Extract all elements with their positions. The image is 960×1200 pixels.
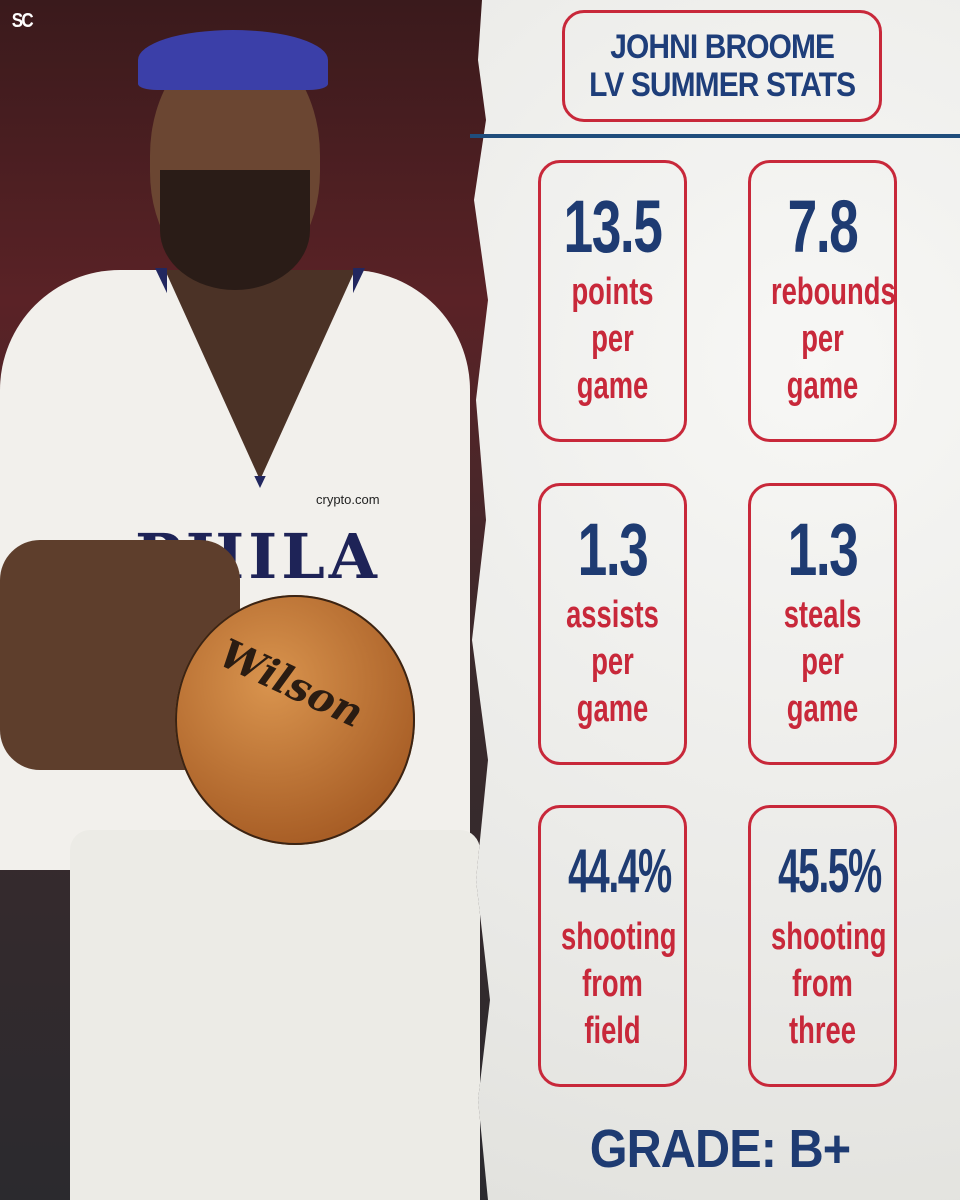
grade: GRADE: B+ (589, 1119, 851, 1179)
stat-card: 13.5 points per game (538, 160, 687, 442)
stat-card: 7.8 rebounds per game (748, 160, 897, 442)
sc-logo: SC (11, 10, 34, 32)
stat-card: 44.4% shooting from field (538, 805, 687, 1087)
stat-value: 44.4% (568, 837, 672, 906)
stat-label: points (571, 271, 654, 313)
stat-card: 1.3 steals per game (748, 483, 897, 765)
subtitle: LV SUMMER STATS (588, 66, 856, 104)
stat-label: steals (783, 594, 862, 636)
shorts (70, 830, 480, 1200)
sponsor-logo: crypto.com (316, 492, 380, 507)
stat-value: 13.5 (563, 185, 663, 268)
stat-label: three (789, 1010, 856, 1052)
basketball (175, 595, 415, 845)
stat-label: per (801, 641, 844, 683)
stat-card: 45.5% shooting from three (748, 805, 897, 1087)
stat-value: 1.3 (577, 508, 649, 591)
title-box: JOHNI BROOME LV SUMMER STATS (562, 10, 882, 122)
stat-label: per (591, 318, 634, 360)
player-photo: crypto.com PHILA Wilson SC (0, 0, 490, 1200)
stat-label: field (584, 1010, 641, 1052)
stat-label: from (792, 963, 853, 1005)
paper-background (470, 0, 960, 1200)
stat-label: game (786, 688, 859, 730)
stat-card: 1.3 assists per game (538, 483, 687, 765)
stat-label: shooting (561, 916, 677, 958)
stat-value: 1.3 (787, 508, 859, 591)
stat-label: assists (566, 594, 659, 636)
stat-label: rebounds (771, 271, 896, 313)
beard (160, 170, 310, 290)
player-name: JOHNI BROOME (610, 28, 835, 66)
divider (470, 134, 960, 138)
stat-value: 45.5% (778, 837, 882, 906)
stat-label: game (576, 365, 649, 407)
stat-label: per (801, 318, 844, 360)
stat-label: per (591, 641, 634, 683)
stat-value: 7.8 (787, 185, 859, 268)
headband (138, 30, 328, 90)
stat-label: game (576, 688, 649, 730)
stat-label: from (582, 963, 643, 1005)
stat-label: shooting (771, 916, 887, 958)
stat-label: game (786, 365, 859, 407)
